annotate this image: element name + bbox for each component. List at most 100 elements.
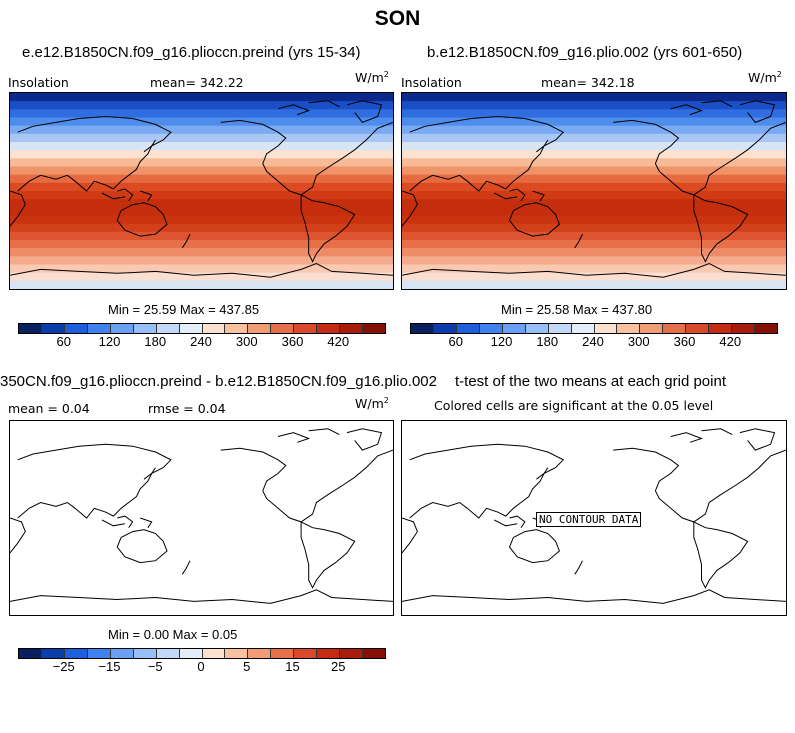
- colorbar-tick-label: 420: [327, 334, 350, 349]
- coastline: [701, 100, 733, 108]
- insolation-band: [402, 272, 786, 282]
- colorbar-swatch: [179, 324, 203, 333]
- insolation-band: [402, 117, 786, 127]
- variable-label-top-right: Insolation: [401, 75, 462, 90]
- difference-map: [10, 428, 393, 604]
- coastline: [346, 428, 383, 451]
- panel-title-top-right: b.e12.B1850CN.f09_g16.plio.002 (yrs 601-…: [427, 44, 743, 61]
- coastline: [300, 194, 356, 263]
- insolation-band: [402, 231, 786, 241]
- insolation-band: [10, 93, 393, 102]
- insolation-band: [10, 109, 393, 119]
- coastline: [532, 190, 545, 202]
- map-top-right: [401, 92, 787, 290]
- colorbar-swatch: [640, 324, 664, 333]
- minmax-bottom-left: Min = 0.00 Max = 0.05: [108, 627, 238, 642]
- colorbar-swatch: [686, 324, 710, 333]
- colorbar-bottom: [18, 648, 386, 659]
- coastline: [10, 262, 393, 278]
- insolation-band: [10, 264, 393, 274]
- figure-title: SON: [374, 7, 421, 30]
- insolation-band: [10, 133, 393, 143]
- insolation-band: [402, 280, 786, 289]
- insolation-band: [10, 256, 393, 266]
- colorbar-swatch: [363, 649, 385, 658]
- mean-label-top-left: mean= 342.22: [150, 75, 244, 90]
- coastline: [574, 233, 583, 249]
- coastline: [701, 428, 733, 436]
- colorbar-swatch: [133, 649, 157, 658]
- colorbar-tick-label: 15: [285, 659, 300, 674]
- variable-label-top-left: Insolation: [8, 75, 69, 90]
- colorbar-swatch: [732, 324, 756, 333]
- insolation-band: [10, 166, 393, 176]
- colorbar-tick-label: 60: [56, 334, 71, 349]
- coastline: [143, 467, 156, 480]
- coastline: [508, 202, 560, 237]
- colorbar-swatch: [548, 324, 572, 333]
- colorbar-swatch: [709, 324, 733, 333]
- coastline: [181, 233, 191, 249]
- insolation-band: [402, 125, 786, 135]
- colorbar-tick-label: 240: [582, 334, 604, 349]
- colorbar-swatch: [294, 649, 318, 658]
- minmax-top-left: Min = 25.59 Max = 437.85: [108, 302, 260, 317]
- coastline: [493, 192, 518, 200]
- colorbar-swatch: [225, 649, 249, 658]
- insolation-band: [10, 272, 393, 282]
- colorbar-tick-label: 300: [235, 334, 258, 349]
- insolation-band: [10, 231, 393, 241]
- coastline: [346, 100, 383, 123]
- coastline: [693, 521, 749, 589]
- colorbar-swatch: [156, 649, 180, 658]
- coastline: [536, 139, 549, 153]
- insolation-band: [10, 125, 393, 135]
- colorbar-swatch: [755, 324, 777, 333]
- coastline: [402, 517, 418, 554]
- insolation-band: [10, 174, 393, 184]
- colorbar-top-left: [18, 323, 386, 334]
- colorbar-swatch: [433, 324, 457, 333]
- colorbar-swatch: [617, 324, 641, 333]
- colorbar-tick-label: 5: [243, 659, 251, 674]
- ttest-map: [402, 428, 786, 604]
- colorbar-tick-label: 0: [197, 659, 205, 674]
- insolation-band: [10, 199, 393, 208]
- colorbar-swatch: [179, 649, 203, 658]
- coastline: [10, 589, 393, 604]
- colorbar-tick-label: 300: [627, 334, 650, 349]
- colorbar-swatch: [19, 649, 42, 658]
- panel-title-bottom-right: t-test of the two means at each grid poi…: [455, 373, 726, 390]
- insolation-band: [402, 207, 786, 217]
- colorbar-swatch: [110, 649, 134, 658]
- coastline: [574, 560, 583, 575]
- colorbar-swatch: [248, 324, 272, 333]
- insolation-band: [10, 182, 393, 192]
- insolation-band: [402, 248, 786, 257]
- colorbar-swatch: [110, 324, 134, 333]
- colorbar-swatch: [64, 649, 88, 658]
- colorbar-swatch: [571, 324, 595, 333]
- insolation-band: [10, 158, 393, 168]
- coastline: [402, 190, 418, 227]
- coastline: [277, 104, 311, 116]
- rmse-label-bottom-left: rmse = 0.04: [148, 401, 226, 416]
- colorbar-tick-label: 240: [190, 334, 212, 349]
- coastline: [693, 194, 749, 263]
- coastline: [670, 104, 703, 116]
- colorbar-swatch: [156, 324, 180, 333]
- colorbar-swatch: [411, 324, 434, 333]
- coastline: [613, 119, 786, 196]
- mean-label-top-right: mean= 342.18: [541, 75, 635, 90]
- colorbar-tick-label: −15: [98, 659, 121, 674]
- colorbar-swatch: [202, 324, 226, 333]
- coastline: [101, 519, 125, 527]
- colorbar-tick-label: 420: [719, 334, 742, 349]
- insolation-map-top-right: [402, 93, 786, 289]
- insolation-band: [10, 280, 393, 289]
- insolation-map-top-left: [10, 93, 393, 289]
- colorbar-swatch: [248, 649, 272, 658]
- insolation-band: [10, 150, 393, 159]
- coastline: [739, 428, 776, 451]
- colorbar-swatch: [271, 649, 295, 658]
